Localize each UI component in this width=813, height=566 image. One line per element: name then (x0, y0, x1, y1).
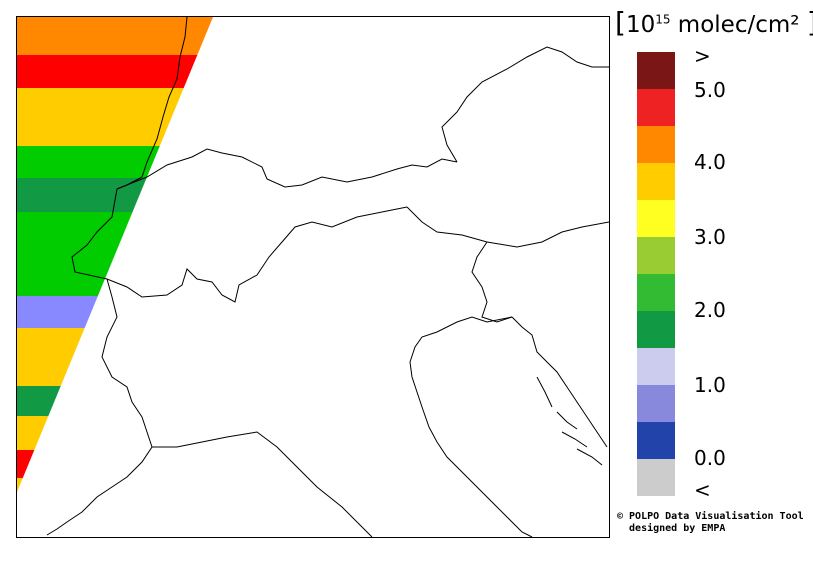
credit-text: © POLPO Data Visualisation Tool designed… (617, 511, 804, 535)
border-france-germany (116, 17, 188, 190)
swath-band (17, 296, 213, 329)
colorbar (637, 52, 675, 496)
unit-exponent: 15 (655, 12, 671, 27)
colorbar-swatch (637, 163, 675, 200)
colorbar-tick-label: 1.0 (694, 373, 726, 397)
swath-band (17, 386, 213, 417)
swath-band (17, 450, 213, 479)
colorbar-tick-label: 2.0 (694, 298, 726, 322)
swath-band (17, 416, 213, 451)
bracket-open: [ (615, 6, 626, 39)
border-swiss-italy (71, 188, 408, 303)
colorbar-tick-label: < (694, 478, 711, 502)
border-austria-italy (406, 206, 609, 248)
colorbar-swatch (637, 126, 675, 163)
border-italy-slovenia (471, 241, 513, 323)
colorbar-swatch (637, 52, 675, 89)
colorbar-swatch (637, 237, 675, 274)
swath-band (17, 212, 213, 297)
coastline-italy (152, 431, 373, 537)
border-france-italy (46, 278, 153, 536)
border-switzerland-north (116, 148, 458, 190)
colorbar-tick-label: > (694, 44, 711, 68)
colorbar-tick-label: 5.0 (694, 78, 726, 102)
colorbar-swatch (637, 274, 675, 311)
colorbar-swatch (637, 459, 675, 496)
colorbar-swatch (637, 385, 675, 422)
unit-base: 10 (625, 12, 656, 38)
swath-band (17, 17, 213, 56)
bracket-close: ] (807, 6, 813, 39)
colorbar-swatch (637, 422, 675, 459)
colorbar-swatch (637, 348, 675, 385)
credit-line-2: designed by EMPA (617, 523, 726, 534)
islands-croatia (536, 376, 603, 466)
map-svg (17, 17, 609, 537)
colorbar-tick-label: 0.0 (694, 446, 726, 470)
colorbar-tick-label: 3.0 (694, 225, 726, 249)
colorbar-swatch (637, 89, 675, 126)
coastline-croatia (511, 316, 608, 448)
country-borders (46, 17, 609, 537)
swath-band (17, 88, 213, 147)
unit-label: [1015 molec/cm² ] (615, 6, 813, 39)
swath-band (17, 178, 213, 213)
swath-band (17, 478, 213, 492)
border-germany-austria (441, 46, 609, 163)
unit-text: molec/cm² (670, 12, 800, 38)
colorbar-swatch (637, 200, 675, 237)
credit-line-1: © POLPO Data Visualisation Tool (617, 511, 804, 522)
swath-band (17, 328, 213, 387)
satellite-swath (17, 17, 213, 492)
colorbar-tick-label: 4.0 (694, 150, 726, 174)
map-panel (16, 16, 610, 538)
coastline-adriatic (409, 316, 533, 537)
colorbar-swatch (637, 311, 675, 348)
swath-band (17, 55, 213, 89)
